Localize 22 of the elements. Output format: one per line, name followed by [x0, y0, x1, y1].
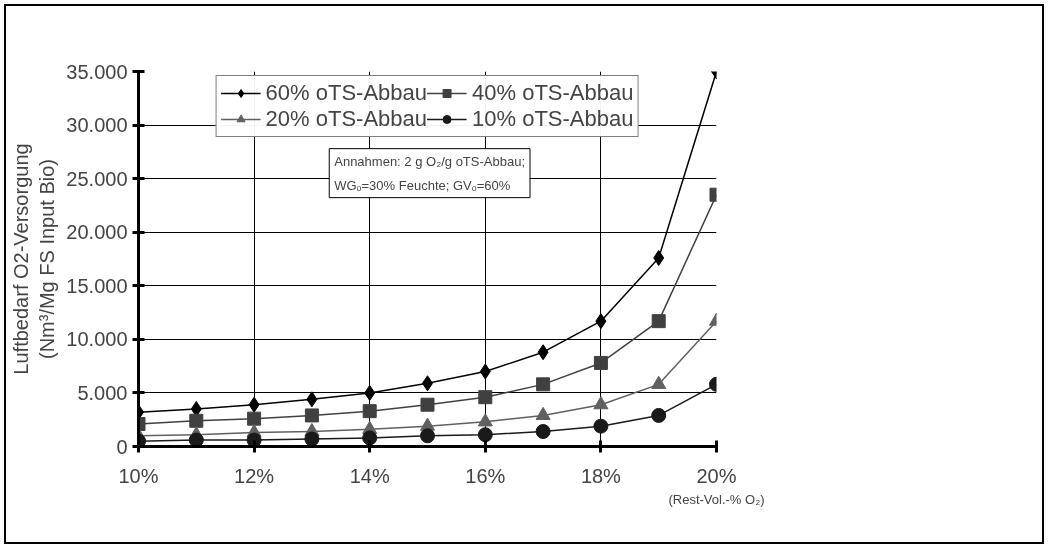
annotation: Annahmen: 2 g O₂/g oTS-Abbau; — [334, 153, 526, 169]
x-tick-label: 10% — [118, 464, 159, 487]
x-tick-label: 20% — [696, 464, 737, 487]
y-tick-label: 10.000 — [66, 328, 128, 351]
x-tick-label: 18% — [580, 464, 622, 487]
y-axis-title: Luftbedarf O2-Versorgung (Nm³/Mg FS Input Bio) — [9, 143, 59, 375]
annotation: WGₒ=30% Feuchte; GVₒ=60% — [334, 177, 511, 193]
y-tick-label: 20.000 — [66, 221, 128, 244]
x-tick-label: 14% — [349, 464, 390, 487]
y-tick-label: 5.000 — [77, 381, 128, 404]
y-tick-label: 0 — [116, 435, 128, 458]
y-tick-label: 15.000 — [66, 274, 128, 297]
x-axis-title: (Rest-Vol.-% O₂) — [668, 491, 765, 507]
legend-label: 10% oTS-Abbau — [472, 106, 634, 132]
y-tick-label: 35.000 — [66, 60, 128, 83]
legend-label: 40% oTS-Abbau — [472, 80, 634, 106]
legend-label: 60% oTS-Abbau — [265, 80, 427, 106]
y-tick-label: 25.000 — [66, 167, 128, 190]
x-tick-label: 12% — [234, 464, 275, 487]
y-tick-label: 30.000 — [66, 114, 128, 137]
legend-label: 20% oTS-Abbau — [265, 106, 427, 132]
x-tick-label: 16% — [465, 464, 506, 487]
